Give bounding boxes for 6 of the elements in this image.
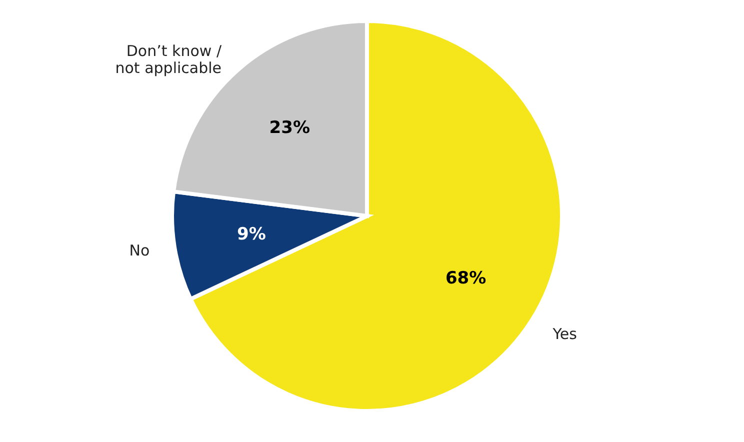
- data-label: 68%: [445, 268, 486, 289]
- data-label: 23%: [269, 118, 310, 138]
- slice-label: Yes: [552, 324, 578, 343]
- slice-label: No: [129, 241, 150, 260]
- slice-label: Don’t know / not applicable: [115, 42, 222, 77]
- data-label: 9%: [237, 224, 266, 244]
